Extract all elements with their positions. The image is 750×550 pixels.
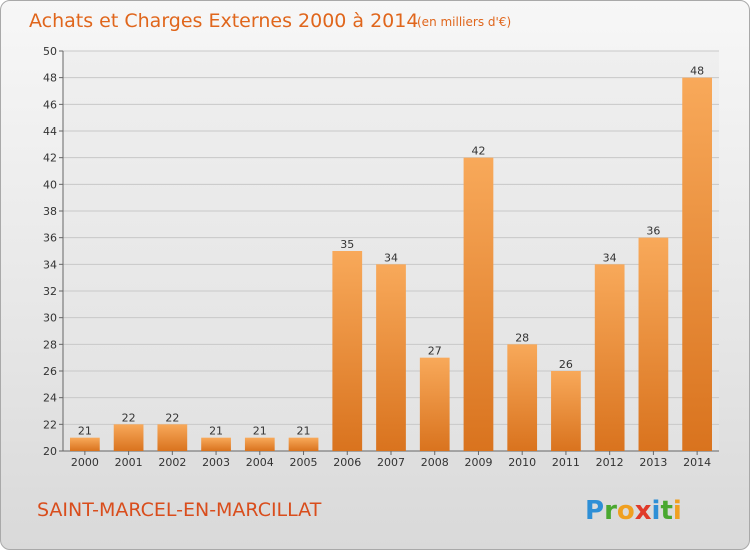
bar (201, 437, 231, 451)
x-tick-label: 2011 (552, 456, 580, 469)
bar (157, 424, 188, 451)
x-tick-label: 2009 (464, 456, 492, 469)
value-label: 22 (122, 411, 136, 424)
value-label: 26 (559, 358, 573, 371)
bar (638, 237, 669, 451)
value-label: 21 (253, 425, 267, 438)
y-tick-label: 24 (43, 392, 57, 405)
logo-letter: P (585, 496, 604, 526)
bar (332, 251, 363, 451)
x-tick-label: 2004 (246, 456, 274, 469)
plot-area: 20 22 24 26 28 30 32 34 36 38 40 42 44 46 48 50 21 2000 22… (43, 45, 719, 469)
logo-letter: x (635, 496, 652, 526)
logo-letter: i (652, 496, 661, 526)
x-tick-label: 2001 (115, 456, 143, 469)
y-tick-label: 38 (43, 205, 57, 218)
value-label: 36 (646, 225, 660, 238)
y-tick-label: 46 (43, 98, 57, 111)
bar (376, 264, 406, 451)
x-tick-label: 2007 (377, 456, 405, 469)
x-tick-label: 2000 (71, 456, 99, 469)
chart-title: Achats et Charges Externes 2000 à 2014 (29, 10, 418, 32)
bar (594, 264, 625, 451)
value-label: 27 (428, 345, 442, 358)
y-tick-label: 26 (43, 365, 57, 378)
y-tick-label: 30 (43, 312, 57, 325)
bar (682, 77, 713, 452)
chart-unit: (en milliers d'€) (417, 15, 511, 29)
bar (419, 357, 450, 451)
y-tick-label: 40 (43, 178, 57, 191)
logo-text: Proxiti (585, 496, 682, 526)
y-tick-label: 20 (43, 445, 57, 458)
value-label: 21 (297, 425, 311, 438)
logo-letter: o (617, 496, 635, 526)
y-tick-label: 22 (43, 418, 57, 431)
bar (113, 424, 144, 451)
value-label: 35 (340, 238, 354, 251)
x-tick-label: 2002 (158, 456, 186, 469)
value-label: 42 (471, 145, 485, 158)
value-label: 28 (515, 331, 529, 344)
logo-letter: t (660, 496, 672, 526)
x-tick-label: 2003 (202, 456, 230, 469)
y-tick-label: 50 (43, 45, 57, 58)
logo-letter: r (604, 496, 617, 526)
x-tick-label: 2010 (508, 456, 536, 469)
x-tick-label: 2013 (639, 456, 667, 469)
value-label: 48 (690, 65, 704, 78)
x-tick-label: 2014 (683, 456, 711, 469)
y-tick-label: 34 (43, 258, 57, 271)
value-label: 34 (603, 251, 617, 264)
y-tick-label: 36 (43, 232, 57, 245)
y-tick-label: 48 (43, 72, 57, 85)
proxiti-logo: Proxiti (585, 496, 682, 526)
commune-name: SAINT-MARCEL-EN-MARCILLAT (37, 499, 322, 521)
y-tick-label: 28 (43, 338, 57, 351)
value-label: 22 (165, 411, 179, 424)
bar (288, 437, 319, 451)
value-label: 34 (384, 251, 398, 264)
x-tick-label: 2006 (333, 456, 361, 469)
bar (244, 437, 275, 451)
y-tick-label: 44 (43, 125, 57, 138)
value-label: 21 (78, 425, 92, 438)
x-tick-label: 2005 (290, 456, 318, 469)
value-label: 21 (209, 425, 223, 438)
x-tick-label: 2012 (596, 456, 624, 469)
x-tick-label: 2008 (421, 456, 449, 469)
y-tick-label: 32 (43, 285, 57, 298)
bar (69, 437, 100, 451)
logo-letter: i (673, 496, 682, 526)
bar (463, 157, 494, 451)
bar (507, 344, 538, 451)
y-tick-label: 42 (43, 152, 57, 165)
bar (551, 371, 581, 451)
